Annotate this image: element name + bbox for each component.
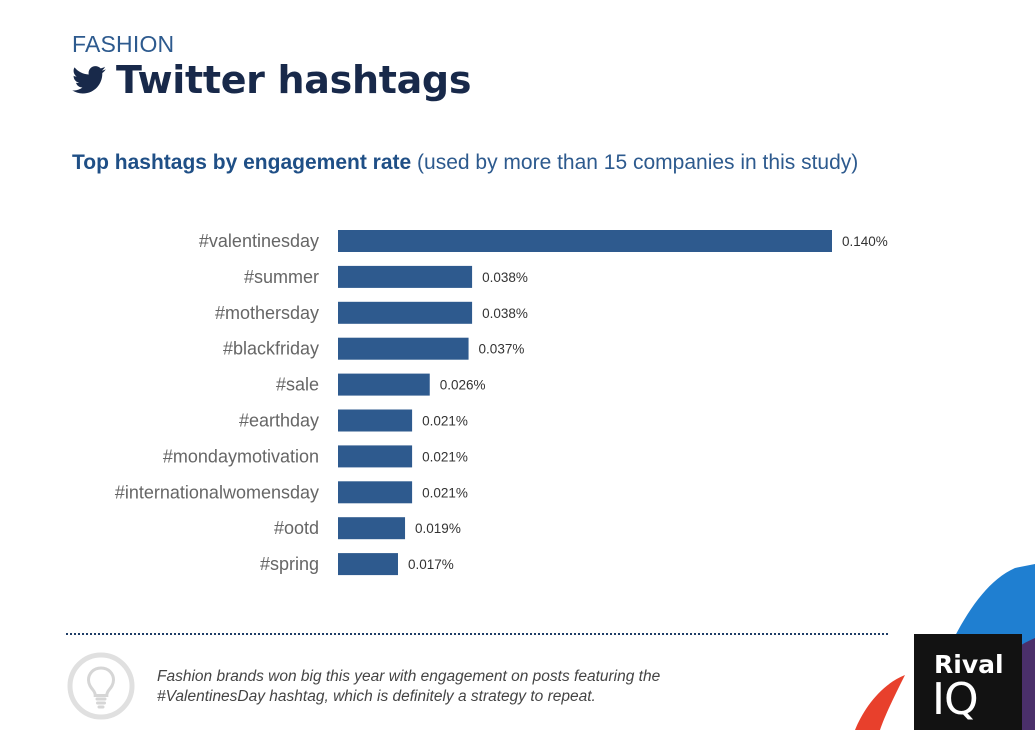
bar [338,301,473,324]
category-label: #valentinesday [199,231,319,251]
chart-subtitle: Top hashtags by engagement rate (used by… [72,151,858,175]
value-label: 0.038% [482,306,528,321]
lightbulb-icon [67,652,135,720]
bar-chart: #valentinesday 0.140% #summer 0.038% #mother… [115,230,888,576]
value-label: 0.019% [415,521,461,536]
value-label: 0.021% [422,414,468,429]
rival-iq-logo: Rival IQ [914,634,1022,730]
bar [338,517,406,540]
logo-text-iq: IQ [932,674,979,725]
insight-note: Fashion brands won big this year with en… [157,667,757,707]
insight-note-line-2: #ValentinesDay hashtag, which is definit… [157,688,596,705]
category-label: #sale [276,375,319,395]
category-label: #internationalwomensday [115,482,319,502]
logo-text-rival: Rival [934,650,1004,679]
category-label: #spring [260,554,319,574]
category-label: #mondaymotivation [163,446,319,466]
value-label: 0.037% [479,342,525,357]
category-label: #blackfriday [223,339,319,359]
value-label: 0.021% [422,449,468,464]
category-label: #ootd [274,518,319,538]
bar [338,409,413,432]
page-title: Twitter hashtags [116,58,472,102]
divider [66,633,888,635]
section-kicker: FASHION [72,31,175,57]
value-label: 0.021% [422,485,468,500]
category-label: #mothersday [215,303,319,323]
category-label: #summer [244,267,319,287]
value-label: 0.017% [408,557,454,572]
page-title-row: Twitter hashtags [72,56,471,104]
value-label: 0.140% [842,234,888,249]
category-label: #earthday [239,411,319,431]
chart-subtitle-note: (used by more than 15 companies in this … [417,151,859,174]
bar [338,265,473,288]
bar [338,337,469,360]
insight-note-line-1: Fashion brands won big this year with en… [157,668,661,685]
bar [338,445,413,468]
bar [338,553,398,576]
bar [338,481,413,504]
value-label: 0.026% [440,378,486,393]
twitter-bird-icon [72,66,106,94]
bar [338,230,832,252]
chart-title: Top hashtags by engagement rate [72,151,412,174]
bar [338,373,430,396]
value-label: 0.038% [482,270,528,285]
